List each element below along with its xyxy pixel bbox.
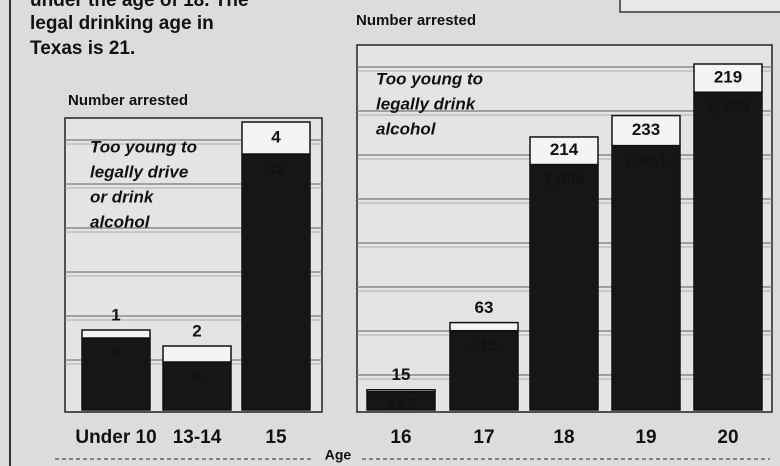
value-label: 1	[111, 305, 120, 324]
x-tick-label: 17	[473, 427, 494, 448]
chart-title: Number arrested	[68, 92, 188, 109]
bar-segment	[530, 165, 598, 410]
value-label: 214	[550, 140, 579, 159]
value-label: 142	[387, 394, 415, 413]
corner-box	[620, 0, 780, 12]
value-label: 2,465	[707, 98, 750, 117]
value-label: 9	[111, 343, 120, 362]
value-label: 15	[392, 365, 411, 384]
value-label: 1,904	[543, 170, 586, 189]
bar-segment	[367, 390, 435, 392]
x-tick-label: 20	[717, 427, 738, 448]
value-label: 32	[267, 159, 286, 178]
value-label: 615	[470, 336, 498, 355]
x-tick-label: 18	[553, 427, 574, 448]
intro-line: legal drinking age in	[30, 13, 214, 34]
value-label: 4	[271, 127, 281, 146]
bar-segment	[694, 92, 762, 410]
annotation: Too young to	[376, 69, 483, 88]
bar-segment	[242, 154, 310, 410]
x-axis-label: Age	[325, 447, 352, 463]
value-label: 6	[192, 367, 201, 386]
annotation: legally drink	[376, 94, 477, 113]
bar-segment	[82, 330, 150, 338]
annotation: alcohol	[376, 119, 437, 138]
annotation: Too young to	[90, 137, 197, 156]
chart-title: Number arrested	[356, 12, 476, 29]
bar-segment	[612, 146, 680, 410]
annotation: alcohol	[90, 212, 151, 231]
x-tick-label: 15	[265, 427, 287, 448]
x-tick-label: 19	[635, 427, 656, 448]
x-tick-label: 13-14	[173, 427, 222, 448]
x-tick-label: 16	[390, 427, 411, 448]
value-label: 2	[192, 321, 201, 340]
intro-line: under the age of 18. The	[30, 0, 249, 11]
value-label: 2,051	[625, 151, 668, 170]
chart: under the age of 18. The legal drinking …	[0, 0, 780, 466]
x-tick-label: Under 10	[75, 427, 156, 448]
bar-segment	[163, 346, 231, 362]
value-label: 219	[714, 68, 742, 87]
value-label: 63	[475, 298, 494, 317]
annotation: legally drive	[90, 162, 188, 181]
annotation: or drink	[90, 187, 155, 206]
intro-line: Texas is 21.	[30, 38, 135, 59]
bar-segment	[450, 323, 518, 331]
value-label: 233	[632, 120, 660, 139]
